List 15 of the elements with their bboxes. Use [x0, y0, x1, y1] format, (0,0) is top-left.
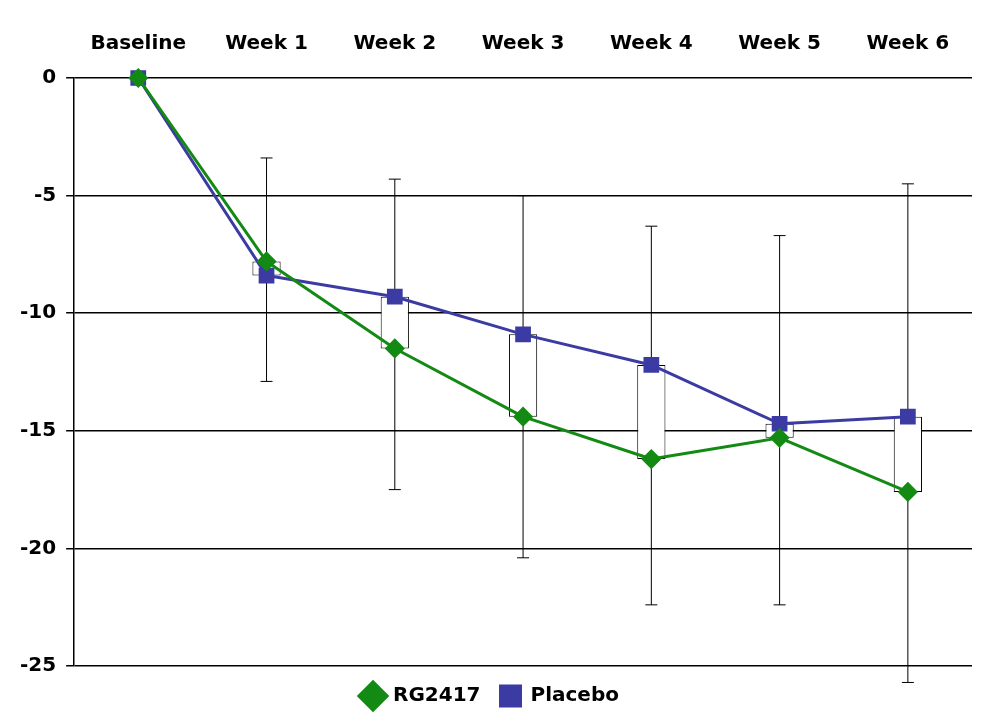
legend-label: Placebo [530, 682, 619, 707]
y-tick-label: 0 [42, 64, 57, 89]
x-tick-label: Week 6 [866, 30, 950, 55]
y-tick-label: -20 [19, 534, 57, 559]
x-tick-label: Week 3 [481, 30, 565, 55]
x-tick-label: Week 4 [610, 30, 693, 55]
y-tick-label: -15 [19, 417, 57, 441]
x-tick-label: Baseline [90, 30, 187, 55]
y-tick-label: -5 [33, 181, 57, 206]
legend-label: RG2417 [393, 682, 481, 707]
x-tick-label: Week 2 [353, 30, 437, 55]
x-tick-label: Week 1 [225, 30, 308, 55]
y-tick-label: -10 [19, 299, 57, 324]
x-tick-label: Week 5 [738, 30, 821, 55]
y-tick-label: -25 [19, 652, 57, 677]
